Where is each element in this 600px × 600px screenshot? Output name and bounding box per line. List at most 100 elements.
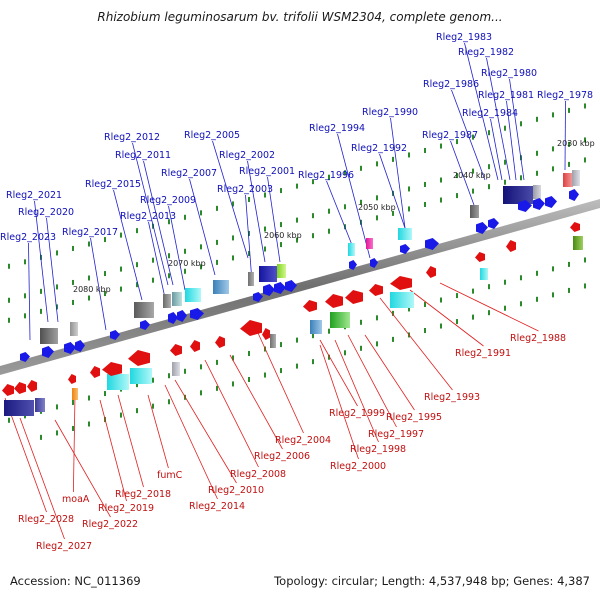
leader-line xyxy=(326,180,353,246)
track-dash xyxy=(200,364,202,370)
gene-label: Rleg2_2000 xyxy=(330,461,386,472)
track-dash xyxy=(120,412,122,418)
gene-arrow xyxy=(75,340,85,352)
track-dash xyxy=(296,237,298,243)
track-dash xyxy=(216,239,218,245)
track-dash xyxy=(408,306,410,312)
track-dash xyxy=(248,230,250,236)
gene-arrow xyxy=(518,200,532,212)
leader-line xyxy=(148,221,166,299)
gene-label: Rleg2_2027 xyxy=(36,541,92,552)
track-dash xyxy=(40,308,42,314)
track-dash xyxy=(456,193,458,199)
leader-line xyxy=(409,289,484,347)
track-dash xyxy=(456,173,458,179)
track-dash xyxy=(8,263,10,269)
leader-line xyxy=(54,419,111,518)
track-dash xyxy=(328,174,330,180)
track-dash xyxy=(536,116,538,122)
gene-arrow xyxy=(570,222,580,232)
track-dash xyxy=(136,262,138,268)
track-dash xyxy=(184,368,186,374)
track-dash xyxy=(360,345,362,351)
track-dash xyxy=(440,177,442,183)
track-dash xyxy=(536,270,538,276)
track-dash xyxy=(376,161,378,167)
track-dash xyxy=(184,214,186,220)
gene-label: Rleg2_2007 xyxy=(161,168,217,179)
leader-line xyxy=(509,78,525,181)
track-dash xyxy=(120,266,122,272)
gene-block xyxy=(4,400,34,416)
gene-block xyxy=(70,322,78,336)
track-dash xyxy=(168,373,170,379)
track-dash xyxy=(72,425,74,431)
track-dash xyxy=(568,141,570,147)
track-dash xyxy=(88,241,90,247)
gene-label: Rleg2_2002 xyxy=(219,150,275,161)
gene-label: Rleg2_2001 xyxy=(239,166,295,177)
track-dash xyxy=(328,228,330,234)
track-dash xyxy=(328,328,330,334)
leader-line xyxy=(486,57,511,181)
gene-label: Rleg2_1983 xyxy=(436,32,492,43)
leader-line xyxy=(506,100,517,181)
track-dash xyxy=(216,205,218,211)
gene-label: Rleg2_2017 xyxy=(62,227,118,238)
leader-line xyxy=(4,397,47,513)
track-dash xyxy=(168,273,170,279)
gene-label: Rleg2_2009 xyxy=(140,195,196,206)
leader-line xyxy=(34,200,49,323)
track-dash xyxy=(200,210,202,216)
kbp-tick-labels: 2030 kbp 2040 kbp 2050 kbp 2060 kbp 2070 kbp… xyxy=(73,139,595,294)
gene-arrow xyxy=(325,294,343,308)
leader-line xyxy=(390,117,406,229)
track-dash xyxy=(8,417,10,423)
track-dash xyxy=(488,310,490,316)
track-dash xyxy=(408,206,410,212)
track-dash xyxy=(200,244,202,250)
gene-label: fumC xyxy=(157,470,183,481)
track-dash xyxy=(376,195,378,201)
track-dash xyxy=(232,355,234,361)
leader-line xyxy=(347,334,397,428)
gene-arrow xyxy=(190,340,200,352)
gene-arrow xyxy=(253,292,263,302)
track-dash xyxy=(232,255,234,261)
gene-label: Rleg2_1994 xyxy=(309,123,365,134)
track-dash xyxy=(488,184,490,190)
track-dash xyxy=(504,125,506,131)
leader-line xyxy=(168,205,186,291)
track-dash xyxy=(56,284,58,290)
track-dash xyxy=(232,235,234,241)
track-dash xyxy=(72,399,74,405)
track-dash xyxy=(24,313,26,319)
track-dash xyxy=(328,208,330,214)
gene-block xyxy=(310,320,322,334)
leader-line xyxy=(113,189,143,301)
track-dash xyxy=(392,336,394,342)
leader-line xyxy=(99,399,127,502)
gene-arrow xyxy=(263,284,275,296)
gene-block xyxy=(270,334,276,348)
gene-label: Rleg2_1980 xyxy=(481,68,537,79)
accession-text: Accession: NC_011369 xyxy=(10,574,141,588)
track-dash xyxy=(152,277,154,283)
gene-arrow xyxy=(345,290,363,304)
track-dash xyxy=(488,130,490,136)
gene-arrow xyxy=(545,196,557,208)
track-dash xyxy=(536,170,538,176)
track-dash xyxy=(472,134,474,140)
track-dash xyxy=(520,275,522,281)
gene-label: Rleg2_2014 xyxy=(189,501,245,512)
kbp-tick-label: 2050 kbp xyxy=(358,203,396,212)
kbp-tick-label: 2030 kbp xyxy=(557,139,595,148)
track-dash xyxy=(520,121,522,127)
track-dash xyxy=(584,283,586,289)
gene-label: Rleg2_1997 xyxy=(368,429,424,440)
track-dash xyxy=(264,246,266,252)
track-dash xyxy=(552,292,554,298)
track-dash xyxy=(584,257,586,263)
gene-label: Rleg2_2019 xyxy=(98,503,154,514)
